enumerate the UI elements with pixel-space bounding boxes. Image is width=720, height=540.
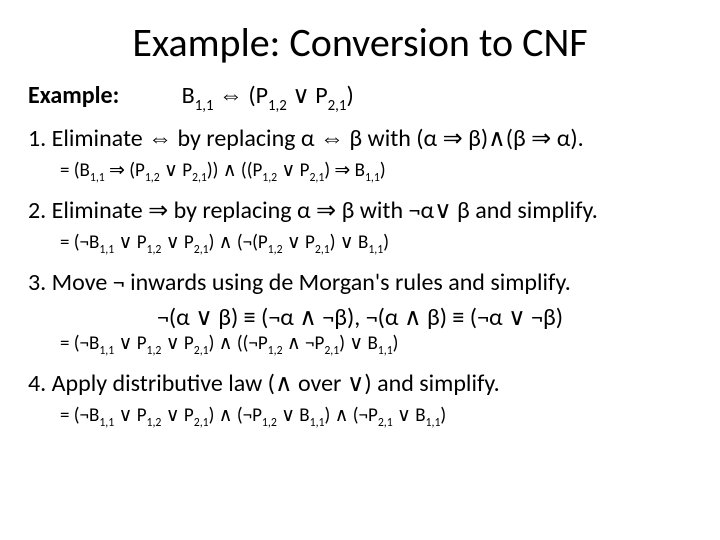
example-expression: B1,1 ⇔ (P1,2 ∨ P2,1) xyxy=(182,81,354,110)
step-1-rule: 1. Eliminate ⇔ by replacing α ⇔ β with (… xyxy=(28,125,692,154)
step-4-result: = (¬B1,1 ∨ P1,2 ∨ P2,1) ∧ (¬P1,2 ∨ B1,1)… xyxy=(60,405,692,430)
slide: Example: Conversion to CNF Example: B1,1… xyxy=(0,0,720,540)
step-4-rule: 4. Apply distributive law (∧ over ∨) and… xyxy=(28,370,692,399)
step-1-result: = (B1,1 ⇒ (P1,2 ∨ P2,1)) ∧ ((P1,2 ∨ P2,1… xyxy=(60,160,692,185)
example-line: Example: B1,1 ⇔ (P1,2 ∨ P2,1) xyxy=(28,81,692,113)
example-label: Example: xyxy=(28,81,178,110)
slide-title: Example: Conversion to CNF xyxy=(28,18,692,67)
step-3-result: = (¬B1,1 ∨ P1,2 ∨ P2,1) ∧ ((¬P1,2 ∧ ¬P2,… xyxy=(60,333,692,358)
step-2-result: = (¬B1,1 ∨ P1,2 ∨ P2,1) ∧ (¬(P1,2 ∨ P2,1… xyxy=(60,232,692,257)
step-2-rule: 2. Eliminate ⇒ by replacing α ⇒ β with ¬… xyxy=(28,197,692,226)
step-3-rule: 3. Move ¬ inwards using de Morgan's rule… xyxy=(28,269,692,298)
step-3-rule-extra: ¬(α ∨ β) ≡ (¬α ∧ ¬β), ¬(α ∧ β) ≡ (¬α ∨ ¬… xyxy=(28,304,692,333)
